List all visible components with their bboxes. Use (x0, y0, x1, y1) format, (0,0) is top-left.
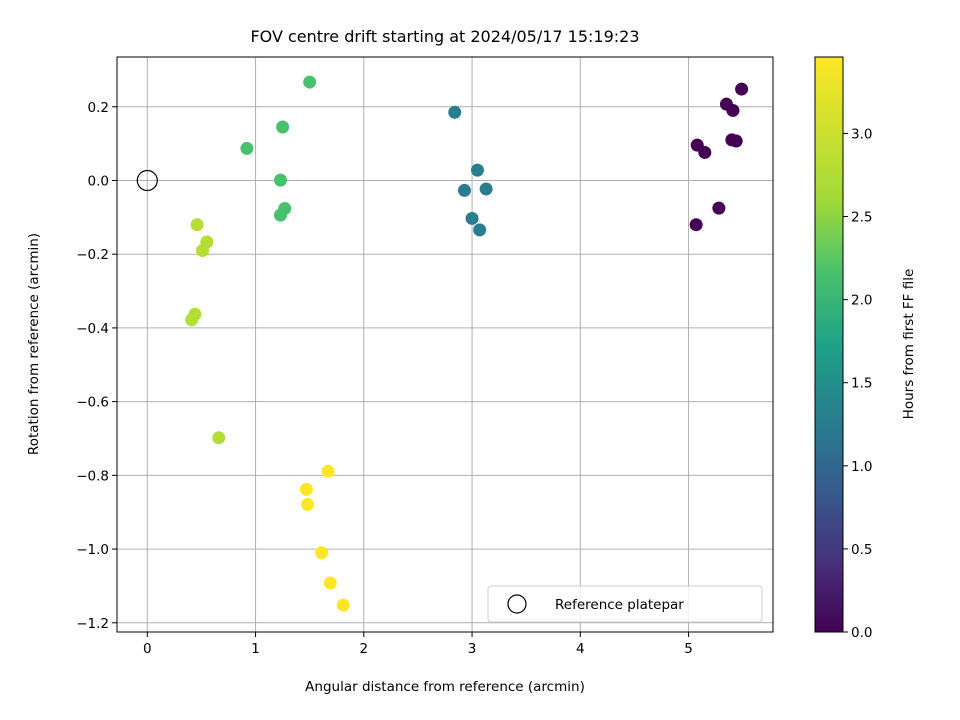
y-tick-label: −0.8 (76, 468, 109, 484)
y-tick-label: −0.4 (76, 321, 109, 337)
colorbar-tick-label: 1.0 (851, 459, 872, 475)
data-point (299, 482, 313, 496)
data-point (470, 163, 484, 177)
y-tick-label: −1.2 (76, 616, 109, 632)
legend-marker (507, 594, 527, 614)
data-point (212, 431, 226, 445)
x-tick-label: 3 (468, 641, 477, 657)
colorbar-tick-label: 2.0 (851, 293, 872, 309)
data-point (336, 598, 350, 612)
chart-title: FOV centre drift starting at 2024/05/17 … (250, 27, 639, 46)
data-point (448, 105, 462, 119)
y-tick-label: −0.2 (76, 247, 109, 263)
colorbar-label: Hours from first FF file (901, 269, 917, 420)
y-tick-label: 0.2 (88, 100, 109, 116)
x-tick-label: 5 (684, 641, 693, 657)
y-tick-label: −0.6 (76, 395, 109, 411)
data-point (196, 244, 210, 258)
x-tick-label: 1 (251, 641, 260, 657)
x-tick-label: 0 (143, 641, 152, 657)
colorbar-tick-label: 0.0 (851, 625, 872, 641)
data-point (190, 218, 204, 232)
data-point (301, 497, 315, 511)
colorbar-ticks: 0.0 0.5 1.0 1.5 2.0 2.5 3.0 (843, 126, 872, 641)
x-tick-label: 2 (360, 641, 369, 657)
data-points (185, 75, 749, 612)
data-point (735, 82, 749, 96)
colorbar-frame (814, 56, 844, 633)
y-tick-label: −1.0 (76, 542, 109, 558)
plot-frame (116, 56, 774, 633)
colorbar-tick-label: 3.0 (851, 126, 872, 142)
y-tick-label: 0.0 (88, 173, 109, 189)
x-tick-label: 4 (576, 641, 585, 657)
data-point (273, 173, 287, 187)
x-axis-label: Angular distance from reference (arcmin) (305, 679, 585, 695)
data-point (323, 576, 337, 590)
data-point (473, 223, 487, 237)
legend: Reference platepar (487, 585, 763, 623)
data-point (689, 218, 703, 232)
data-point (465, 211, 479, 225)
x-axis-ticks: 0 1 2 3 4 5 (143, 632, 693, 657)
data-point (457, 183, 471, 197)
data-point (698, 145, 712, 159)
data-point (276, 120, 290, 134)
data-point (729, 134, 743, 148)
colorbar-tick-label: 2.5 (851, 210, 872, 226)
data-point (479, 182, 493, 196)
data-point (321, 464, 335, 478)
data-point (303, 75, 317, 89)
colorbar-tick-label: 0.5 (851, 542, 872, 558)
reference-point (136, 169, 158, 192)
data-point (240, 141, 254, 155)
legend-label: Reference platepar (555, 597, 684, 613)
y-axis-ticks: 0.2 0.0 −0.2 −0.4 −0.6 −0.8 −1.0 −1.2 (76, 100, 117, 632)
legend-box (487, 585, 763, 623)
data-point (273, 208, 287, 222)
reference-platepar-marker (136, 169, 158, 192)
data-point (726, 103, 740, 117)
data-point (315, 546, 329, 560)
grid (117, 57, 773, 632)
colorbar-gradient (815, 57, 843, 632)
y-axis-label: Rotation from reference (arcmin) (26, 233, 42, 455)
colorbar: 0.0 0.5 1.0 1.5 2.0 2.5 3.0 Hours from first F… (814, 56, 917, 641)
data-point (185, 313, 199, 327)
data-point (712, 201, 726, 215)
colorbar-tick-label: 1.5 (851, 376, 872, 392)
